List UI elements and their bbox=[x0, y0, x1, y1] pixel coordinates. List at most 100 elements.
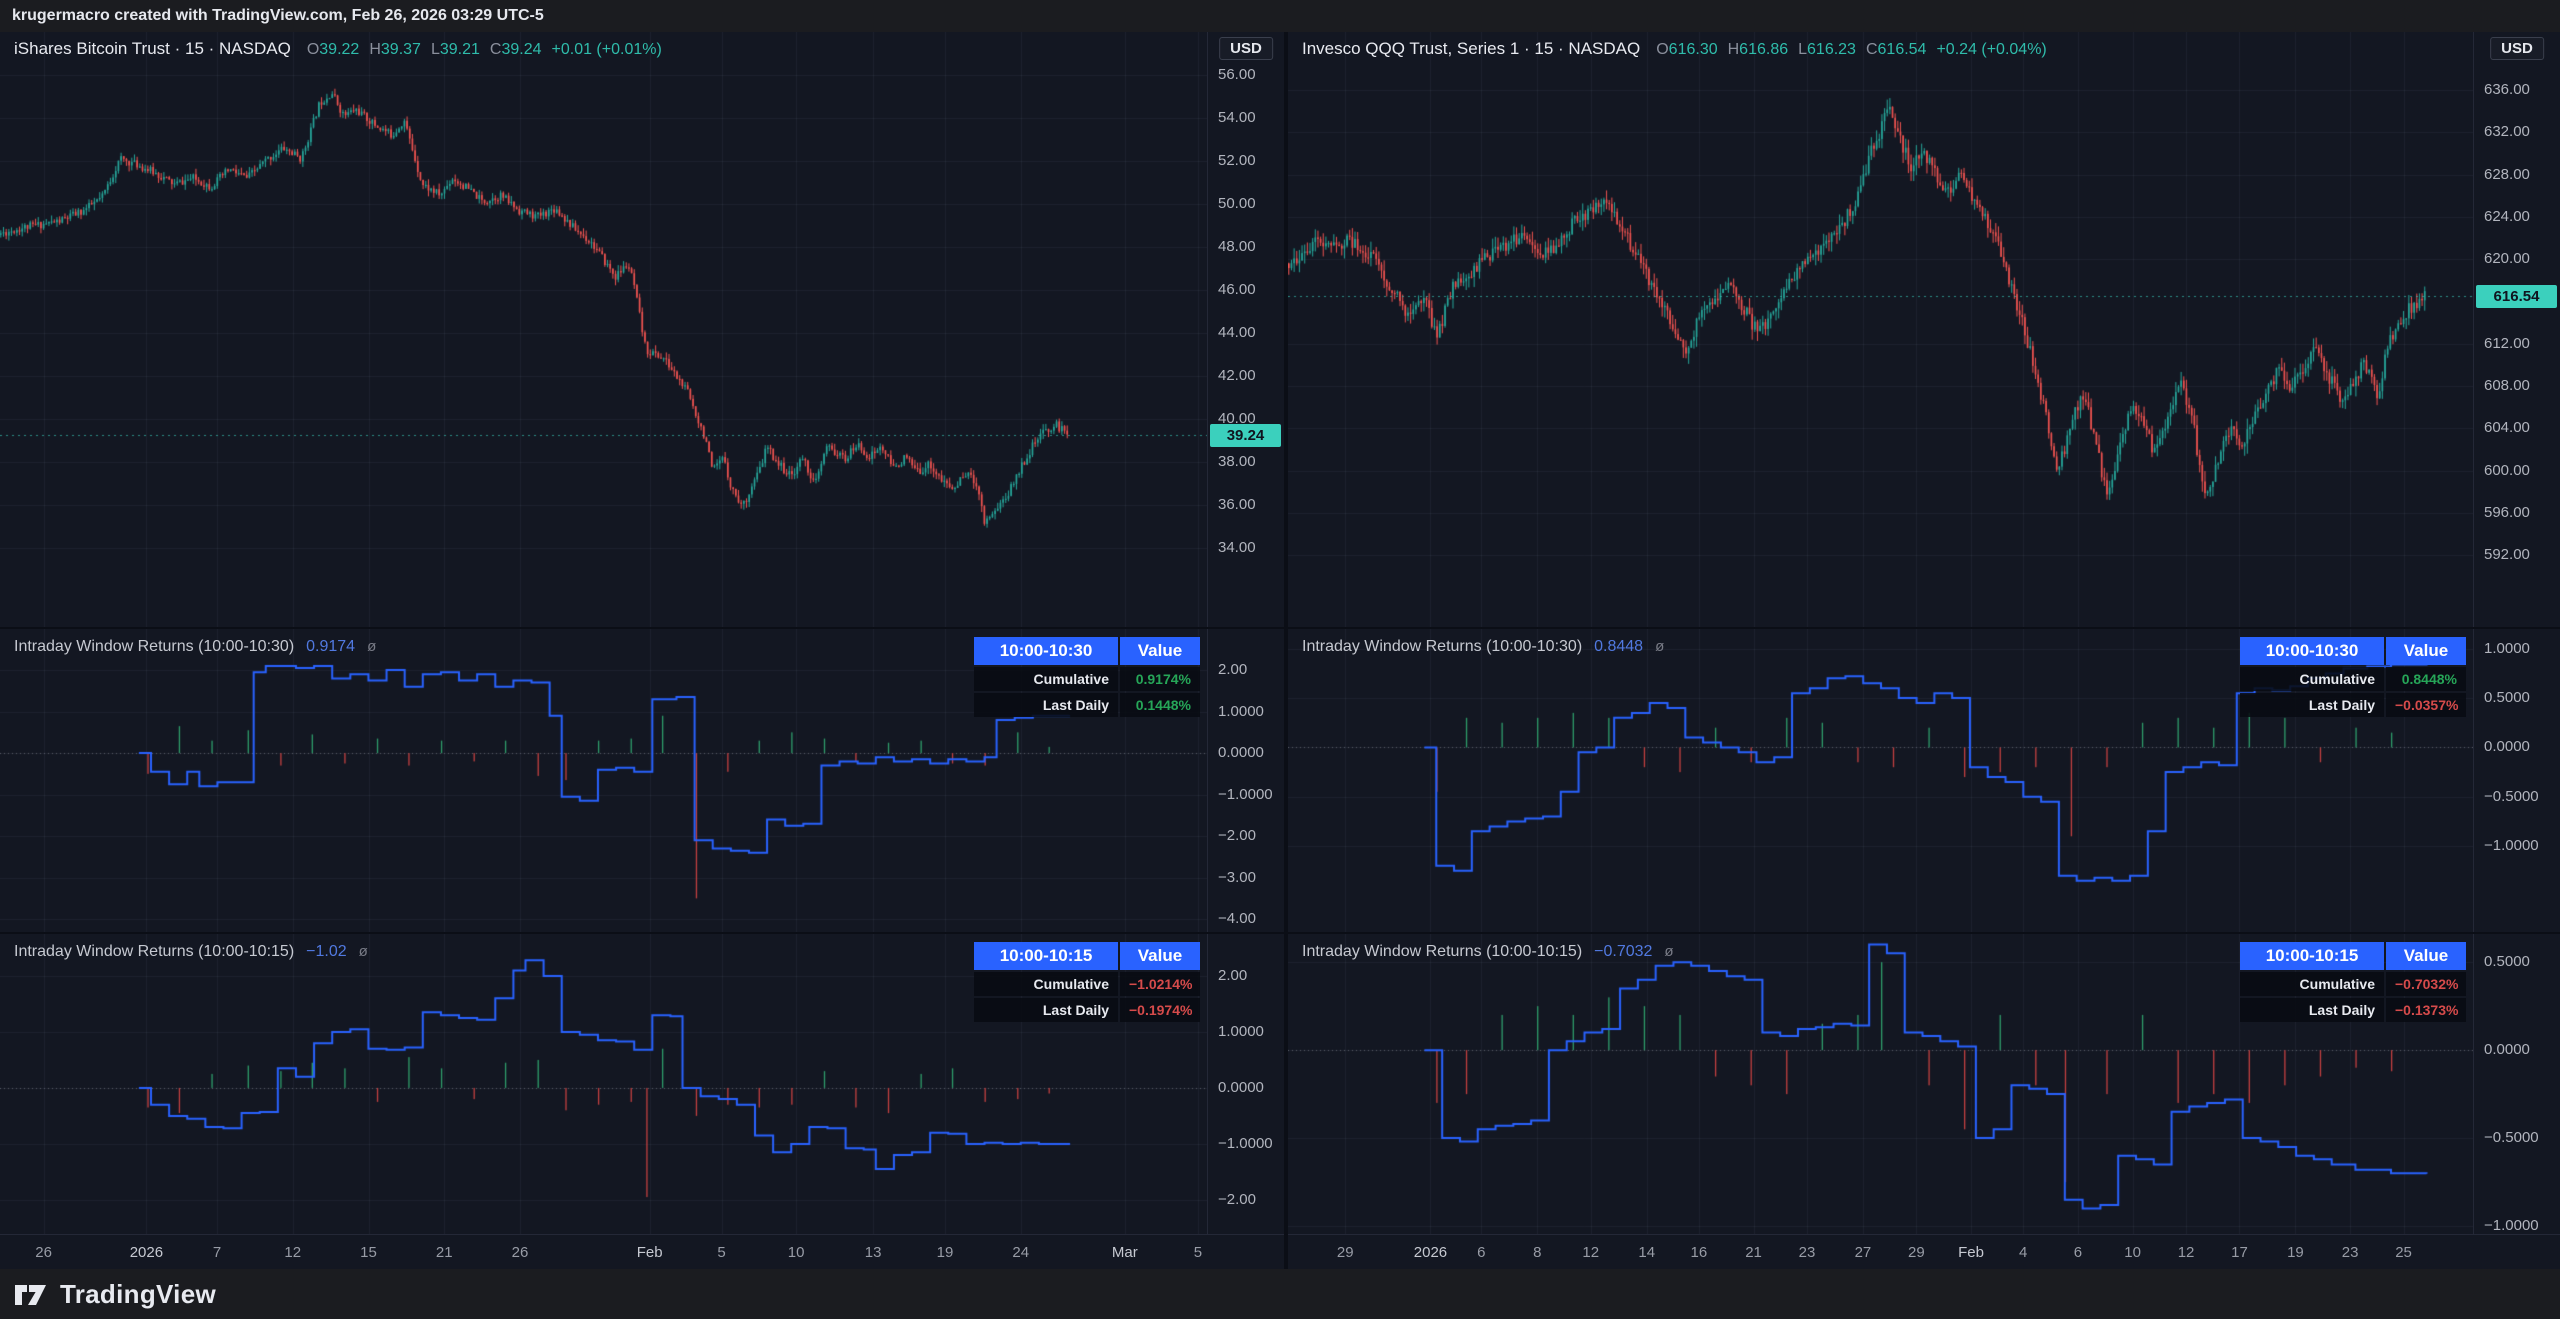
table-value-header: Value bbox=[1120, 637, 1200, 665]
price-tick-label: 2.00 bbox=[1218, 661, 1248, 679]
hide-indicator-icon[interactable]: ø bbox=[358, 943, 368, 960]
change-value: +0.24 (+0.04%) bbox=[1936, 41, 2047, 58]
time-label: 16 bbox=[1690, 1244, 1708, 1261]
price-tick-label: 46.00 bbox=[1218, 280, 1256, 298]
returns-table: 10:00-10:15 Value Cumulative −0.7032% La… bbox=[2240, 942, 2466, 1022]
price-axis[interactable]: USD 616.54 636.00 632.00 628.00 624.00 620.0… bbox=[2473, 32, 2560, 627]
candlestick-chart[interactable] bbox=[1288, 32, 2474, 627]
price-tick-label: 0.5000 bbox=[2484, 953, 2530, 971]
indicator-header: Intraday Window Returns (10:00-10:30) 0.… bbox=[14, 638, 376, 656]
time-label: 21 bbox=[435, 1244, 453, 1261]
pane-divider[interactable] bbox=[0, 932, 1284, 934]
pane-divider[interactable] bbox=[0, 627, 1284, 629]
symbol-title[interactable]: Invesco QQQ Trust, Series 1 · 15 · NASDA… bbox=[1302, 39, 1641, 58]
time-label: Mar bbox=[1111, 1244, 1138, 1261]
currency-label: USD bbox=[1219, 37, 1273, 60]
price-tick-label: 1.0000 bbox=[2484, 639, 2530, 657]
table-window-header: 10:00-10:30 bbox=[2240, 637, 2384, 665]
ohlc-values: O616.30 H616.86 L616.23 C616.54 +0.24 (+0.04… bbox=[1656, 41, 2047, 58]
table-row-value: −0.7032% bbox=[2386, 972, 2466, 996]
table-row-value: −0.1974% bbox=[1120, 998, 1200, 1022]
price-tick-label: 632.00 bbox=[2484, 123, 2530, 141]
price-tick-label: −3.00 bbox=[1218, 868, 1256, 886]
table-row-label: Last Daily bbox=[2240, 693, 2384, 717]
indicator-title[interactable]: Intraday Window Returns (10:00-10:30) bbox=[1302, 638, 1583, 655]
indicator-axis[interactable]: 2.00 1.0000 0.0000 −1.0000 −2.00 bbox=[1207, 934, 1284, 1234]
time-label: Feb bbox=[1958, 1244, 1984, 1261]
attribution-bar: krugermacro created with TradingView.com… bbox=[0, 0, 2560, 32]
table-row-label: Cumulative bbox=[974, 667, 1118, 691]
time-label: 27 bbox=[1854, 1244, 1872, 1261]
table-row-label: Last Daily bbox=[974, 693, 1118, 717]
attribution-text: krugermacro created with TradingView.com… bbox=[12, 7, 544, 24]
table-row-value: 0.9174% bbox=[1120, 667, 1200, 691]
table-window-header: 10:00-10:30 bbox=[974, 637, 1118, 665]
price-tick-label: −1.0000 bbox=[2484, 1217, 2539, 1234]
returns-table: 10:00-10:15 Value Cumulative −1.0214% La… bbox=[974, 942, 1200, 1022]
price-tick-label: −4.00 bbox=[1218, 910, 1256, 928]
time-label: Feb bbox=[636, 1244, 663, 1261]
price-tick-label: −2.00 bbox=[1218, 1190, 1256, 1208]
table-window-header: 10:00-10:15 bbox=[974, 942, 1118, 970]
indicator-axis[interactable]: 2.00 1.0000 0.0000 −1.0000 −2.00 −3.00 −4.00 bbox=[1207, 629, 1284, 932]
price-tick-label: 2.00 bbox=[1218, 966, 1248, 984]
table-row-label: Last Daily bbox=[2240, 998, 2384, 1022]
indicator-value: 0.9174 bbox=[306, 638, 356, 655]
price-tick-label: 52.00 bbox=[1218, 151, 1256, 169]
table-row-label: Cumulative bbox=[2240, 667, 2384, 691]
hide-indicator-icon[interactable]: ø bbox=[367, 638, 377, 655]
time-label: 4 bbox=[2019, 1244, 2028, 1261]
price-tick-label: 1.0000 bbox=[1218, 1022, 1264, 1040]
table-row-value: 0.1448% bbox=[1120, 693, 1200, 717]
price-tick-label: 48.00 bbox=[1218, 237, 1256, 255]
returns-table: 10:00-10:30 Value Cumulative 0.8448% Las… bbox=[2240, 637, 2466, 717]
time-axis[interactable]: 29 2026 6 8 12 14 16 21 23 27 29 Feb 4 6 10 12 17 19 23 25 bbox=[1288, 1234, 2560, 1269]
indicator-pane-1015-right: 0.5000 0.0000 −0.5000 −1.0000 Intraday Wind… bbox=[1288, 934, 2560, 1234]
pane-divider[interactable] bbox=[1288, 627, 2560, 629]
pane-divider[interactable] bbox=[1288, 932, 2560, 934]
table-window-header: 10:00-10:15 bbox=[2240, 942, 2384, 970]
time-label: 13 bbox=[864, 1244, 882, 1261]
indicator-value: −0.7032 bbox=[1594, 943, 1653, 960]
indicator-axis[interactable]: 1.0000 0.5000 0.0000 −0.5000 −1.0000 bbox=[2473, 629, 2560, 932]
time-axis[interactable]: 26 2026 7 12 15 21 26 Feb 5 10 13 19 24 Mar 5 bbox=[0, 1234, 1284, 1269]
time-label: 17 bbox=[2231, 1244, 2248, 1261]
price-axis[interactable]: USD 39.24 56.00 54.00 52.00 50.00 48.00 46.00… bbox=[1207, 32, 1284, 627]
brand-name[interactable]: TradingView bbox=[60, 1279, 216, 1309]
symbol-info-row: Invesco QQQ Trust, Series 1 · 15 · NASDA… bbox=[1302, 39, 2047, 59]
chart-column-left: USD 39.24 56.00 54.00 52.00 50.00 48.00 46.00… bbox=[0, 32, 1284, 1269]
candlestick-chart[interactable] bbox=[0, 32, 1208, 627]
symbol-title[interactable]: iShares Bitcoin Trust · 15 · NASDAQ bbox=[14, 39, 291, 58]
time-label: 19 bbox=[936, 1244, 954, 1261]
symbol-info-row: iShares Bitcoin Trust · 15 · NASDAQ O39.… bbox=[14, 39, 662, 59]
time-label: 26 bbox=[511, 1244, 529, 1261]
price-tick-label: −0.5000 bbox=[2484, 1129, 2539, 1147]
price-tick-label: 592.00 bbox=[2484, 546, 2530, 564]
footer-bar: TradingView bbox=[0, 1269, 2560, 1319]
indicator-axis[interactable]: 0.5000 0.0000 −0.5000 −1.0000 bbox=[2473, 934, 2560, 1234]
price-tick-label: 628.00 bbox=[2484, 165, 2530, 183]
price-tick-label: 1.0000 bbox=[1218, 702, 1264, 720]
time-label: 12 bbox=[284, 1244, 302, 1261]
price-tick-label: 0.5000 bbox=[2484, 689, 2530, 707]
ohlc-values: O39.22 H39.37 L39.21 C39.24 +0.01 (+0.01%) bbox=[306, 41, 662, 58]
indicator-title[interactable]: Intraday Window Returns (10:00-10:30) bbox=[14, 638, 295, 655]
last-price-label: 39.24 bbox=[1210, 423, 1281, 447]
indicator-pane-1015-left: 2.00 1.0000 0.0000 −1.0000 −2.00 Intraday Wi… bbox=[0, 934, 1284, 1234]
time-label: 21 bbox=[1745, 1244, 1762, 1261]
tradingview-logo[interactable] bbox=[14, 1280, 48, 1310]
indicator-header: Intraday Window Returns (10:00-10:15) −1… bbox=[14, 943, 368, 961]
time-label: 25 bbox=[2395, 1244, 2412, 1261]
hide-indicator-icon[interactable]: ø bbox=[1655, 638, 1665, 655]
indicator-title[interactable]: Intraday Window Returns (10:00-10:15) bbox=[1302, 943, 1583, 960]
table-row-value: −0.0357% bbox=[2386, 693, 2466, 717]
time-label: 23 bbox=[2341, 1244, 2359, 1261]
change-value: +0.01 (+0.01%) bbox=[551, 41, 662, 58]
time-label: 12 bbox=[1582, 1244, 1600, 1261]
price-tick-label: −1.0000 bbox=[2484, 837, 2539, 855]
price-tick-label: −1.0000 bbox=[1218, 1134, 1273, 1152]
indicator-title[interactable]: Intraday Window Returns (10:00-10:15) bbox=[14, 943, 295, 960]
table-row-label: Last Daily bbox=[974, 998, 1118, 1022]
hide-indicator-icon[interactable]: ø bbox=[1664, 943, 1674, 960]
time-label: 10 bbox=[2124, 1244, 2141, 1261]
